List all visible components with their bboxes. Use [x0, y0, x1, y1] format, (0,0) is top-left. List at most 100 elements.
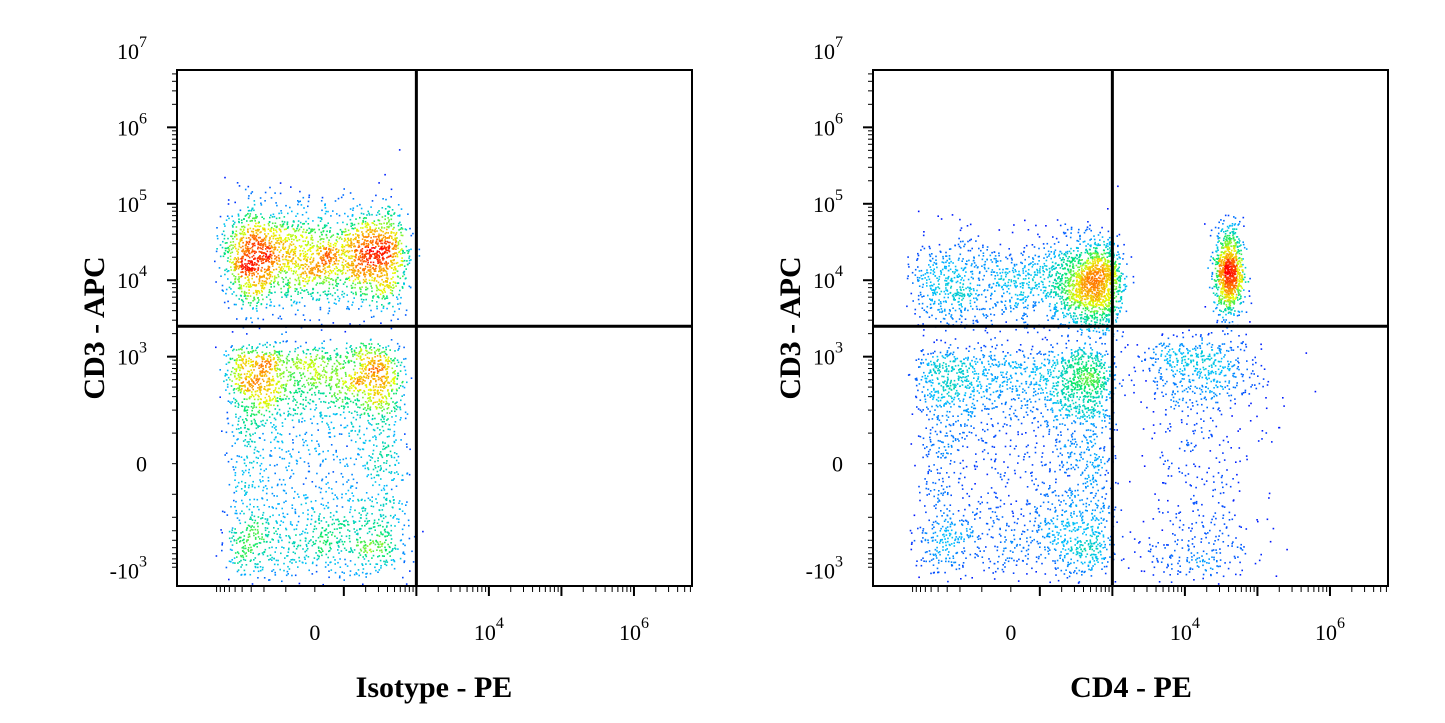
- event-dot: [373, 444, 375, 446]
- event-dot: [288, 413, 290, 415]
- event-dot: [300, 204, 303, 206]
- event-dot: [283, 562, 285, 565]
- event-dot: [291, 359, 294, 361]
- event-dot: [332, 270, 334, 272]
- event-dot: [333, 261, 336, 263]
- event-dot: [365, 217, 367, 219]
- event-dot: [387, 278, 389, 280]
- event-dot: [355, 291, 357, 294]
- event-dot: [258, 250, 261, 253]
- event-dot: [218, 267, 221, 269]
- event-dot: [277, 281, 279, 283]
- event-dot: [347, 244, 349, 247]
- event-dot: [233, 531, 236, 534]
- event-dot: [364, 293, 367, 296]
- event-dot: [273, 305, 276, 307]
- event-dot: [215, 281, 217, 283]
- event-dot: [302, 350, 304, 352]
- event-dot: [296, 358, 298, 361]
- event-dot: [377, 288, 380, 291]
- event-dot: [399, 539, 402, 542]
- event-dot: [290, 299, 292, 301]
- event-dot: [318, 522, 321, 525]
- event-dot: [257, 516, 260, 518]
- event-dot: [356, 379, 359, 382]
- event-dot: [370, 255, 373, 258]
- event-dot: [320, 531, 323, 534]
- event-dot: [244, 559, 247, 561]
- event-dot: [392, 276, 394, 279]
- event-dot: [321, 548, 323, 551]
- event-dot: [338, 254, 340, 256]
- event-dot: [276, 397, 279, 399]
- event-dot: [332, 264, 334, 266]
- event-dot: [280, 520, 282, 522]
- event-dot: [310, 253, 313, 256]
- event-dot: [314, 358, 316, 361]
- event-dot: [244, 392, 246, 395]
- event-dot: [268, 381, 271, 383]
- event-dot: [256, 376, 259, 378]
- event-dot: [257, 317, 259, 320]
- event-dot: [332, 234, 335, 236]
- event-dot: [350, 548, 353, 551]
- event-dot: [356, 205, 359, 207]
- event-dot: [276, 354, 278, 356]
- event-dot: [264, 228, 266, 231]
- event-dot: [373, 360, 376, 362]
- event-dot: [390, 542, 392, 544]
- event-dot: [332, 244, 335, 246]
- event-dot: [339, 279, 342, 281]
- event-dot: [310, 230, 312, 233]
- event-dot: [325, 521, 328, 523]
- event-dot: [317, 536, 320, 539]
- event-dot: [278, 246, 280, 248]
- event-dot: [290, 267, 292, 270]
- event-dot: [274, 571, 276, 574]
- event-dot: [251, 272, 253, 275]
- event-dot: [286, 265, 289, 268]
- event-dot: [226, 270, 229, 273]
- event-dot: [250, 546, 252, 549]
- event-dot: [246, 457, 249, 459]
- event-dot: [224, 176, 226, 179]
- event-dot: [263, 224, 266, 226]
- event-dot: [277, 239, 280, 242]
- event-dot: [305, 272, 307, 275]
- event-dot: [272, 261, 275, 263]
- event-dot: [350, 430, 352, 432]
- event-dot: [350, 241, 353, 243]
- event-dot: [395, 231, 398, 234]
- event-dot: [325, 553, 328, 556]
- event-dot: [295, 246, 297, 249]
- event-dot: [390, 218, 393, 221]
- event-dot: [287, 249, 290, 251]
- event-dot: [257, 236, 260, 239]
- event-dot: [256, 302, 258, 304]
- event-dot: [384, 356, 387, 359]
- event-dot: [399, 277, 402, 280]
- event-dot: [384, 380, 387, 383]
- event-dot: [269, 356, 272, 359]
- event-dot: [255, 456, 258, 459]
- event-dot: [312, 291, 314, 294]
- event-dot: [346, 445, 348, 447]
- event-dot: [359, 267, 362, 269]
- event-dot: [315, 358, 318, 360]
- event-dot: [353, 243, 355, 245]
- event-dot: [267, 480, 270, 482]
- event-dot: [348, 245, 350, 248]
- event-dot: [372, 449, 375, 452]
- event-dot: [252, 254, 255, 257]
- event-dot: [269, 230, 271, 232]
- event-dot: [293, 248, 295, 251]
- event-dot: [285, 228, 287, 230]
- event-dot: [341, 246, 344, 249]
- event-dot: [271, 399, 274, 401]
- event-dot: [357, 532, 359, 535]
- event-dot: [242, 301, 245, 303]
- event-dot: [383, 462, 385, 464]
- event-dot: [274, 248, 276, 251]
- event-dot: [269, 274, 272, 276]
- event-dot: [291, 373, 294, 375]
